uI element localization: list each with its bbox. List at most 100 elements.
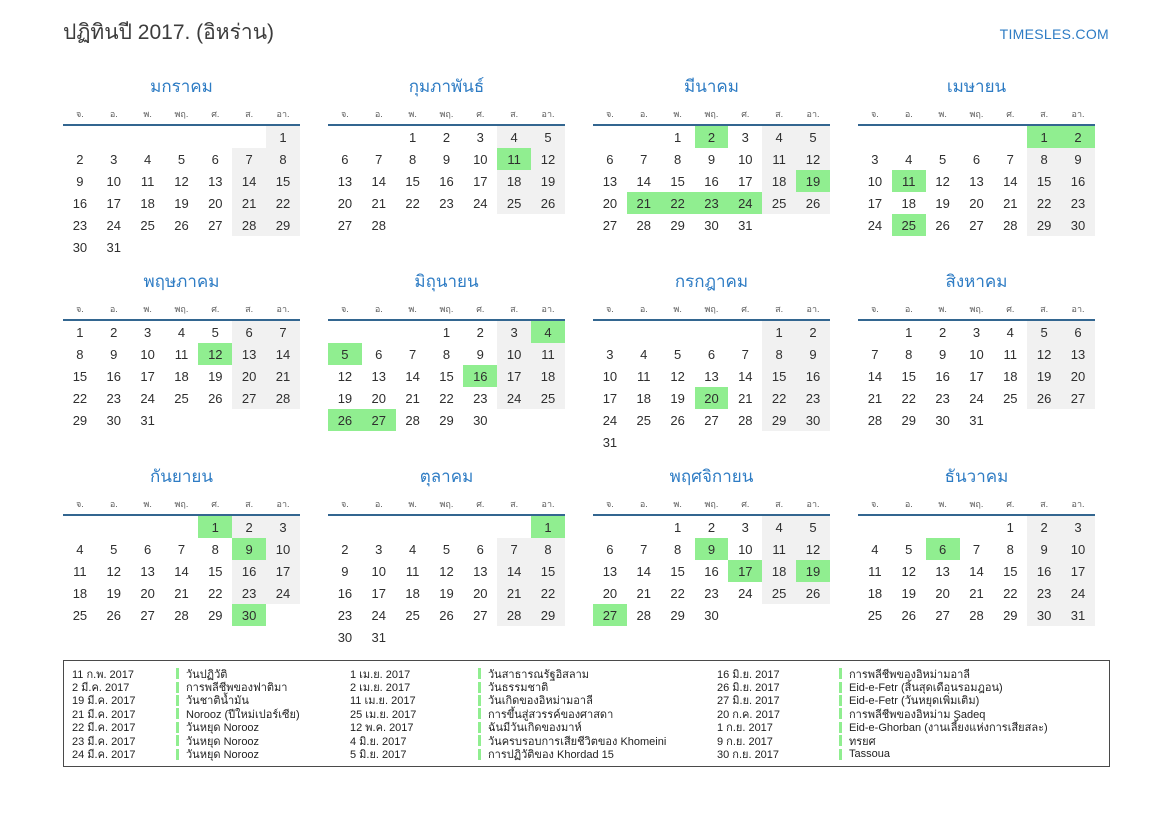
day-cell: 24	[738, 585, 753, 601]
day-cell: 17	[497, 365, 532, 387]
day-cell: 12	[531, 148, 565, 170]
legend-label: ทรยศ	[849, 735, 876, 748]
day-cell: 14	[969, 563, 984, 579]
day-cell: 1	[408, 129, 417, 145]
weekday-header: อ.	[626, 302, 661, 321]
day-cell: 10	[738, 541, 753, 557]
day-cell: 9	[938, 346, 947, 362]
empty-cell	[593, 515, 627, 538]
empty-cell	[165, 409, 199, 431]
legend-label: วันหยุด Norooz	[186, 749, 260, 762]
week-row: 18 19 20 21 22 23 24	[63, 582, 300, 604]
day-cell: 3	[476, 129, 484, 145]
day-cell: 29	[670, 217, 685, 233]
month-march: มีนาคม จ. อ. พ. พฤ. ศ. ส. อา. 1 2 3 4 5 6 7 8 9 10 11 12 13 1…	[593, 73, 830, 254]
day-cell: 28	[738, 412, 753, 428]
day-cell: 2	[707, 519, 716, 535]
holiday-color-bar	[478, 681, 481, 693]
day-cell: 24	[602, 412, 618, 428]
day-cell: 1	[198, 515, 233, 538]
day-cell: 24	[497, 387, 532, 409]
day-cell: 17	[266, 560, 300, 582]
day-cell: 22	[1027, 192, 1062, 214]
empty-cell	[63, 125, 97, 148]
weekday-header: ส.	[1027, 302, 1062, 321]
weekday-header: ส.	[762, 107, 797, 126]
day-cell: 6	[375, 346, 383, 362]
day-cell: 5	[796, 125, 830, 148]
empty-cell	[593, 125, 627, 148]
legend-label: การพลีชีพของฟาติมา	[186, 682, 288, 695]
weekday-header: อา.	[1061, 302, 1095, 321]
day-cell: 23	[694, 192, 729, 214]
day-cell: 29	[1027, 214, 1062, 236]
day-cell: 19	[531, 170, 565, 192]
legend-label: Eid-e-Fetr (วันหยุดเพิ่มเติม)	[849, 695, 980, 708]
week-row: 29 30 31	[63, 409, 300, 431]
site-link[interactable]: TIMESLES.COM	[999, 26, 1109, 42]
month-title: พฤศจิกายน	[669, 467, 754, 486]
legend-date: 2 เม.ย. 2017	[350, 682, 411, 695]
weekday-header: อา.	[266, 302, 300, 321]
day-cell: 11	[140, 173, 155, 189]
day-cell: 25	[1003, 390, 1018, 406]
day-cell: 9	[442, 151, 451, 167]
day-cell: 9	[476, 346, 484, 362]
day-cell: 22	[266, 192, 300, 214]
day-cell: 9	[76, 173, 84, 189]
day-cell: 2	[110, 324, 118, 340]
day-cell: 4	[762, 515, 797, 538]
day-cell: 2	[476, 324, 484, 340]
legend-label: การพลีชีพของอิหม่ามอาลี	[849, 668, 971, 681]
day-cell: 30	[1061, 214, 1095, 236]
weekday-header: พฤ.	[429, 107, 464, 126]
day-cell: 7	[972, 541, 981, 557]
day-cell: 25	[762, 192, 797, 214]
legend-label: วันหยุด Norooz	[186, 722, 260, 735]
day-cell: 24	[473, 195, 488, 211]
day-cell: 23	[935, 390, 950, 406]
day-cell: 4	[871, 541, 879, 557]
page-title: ปฏิทินปี 2017. (อิหร่าน)	[63, 21, 275, 44]
week-row: 24 25 26 27 28 29 30	[858, 214, 1095, 236]
legend-date: 30 ก.ย. 2017	[717, 749, 780, 762]
month-title: มีนาคม	[684, 77, 739, 96]
day-cell: 30	[796, 409, 830, 431]
weekday-header: ส.	[1027, 497, 1062, 516]
day-cell: 10	[1061, 538, 1095, 560]
legend-column: 16 มิ.ย. 2017 การพลีชีพของอิหม่ามอาลี 26 ม…	[717, 667, 1101, 761]
empty-cell	[993, 125, 1027, 148]
empty-cell	[232, 125, 266, 148]
day-cell: 21	[626, 192, 661, 214]
day-cell: 30	[72, 239, 88, 255]
day-cell: 6	[341, 151, 349, 167]
day-cell: 7	[177, 541, 186, 557]
empty-cell	[362, 125, 396, 148]
day-cell: 5	[905, 541, 913, 557]
legend-label: ฉันมีวันเกิดของมาห์	[488, 722, 582, 735]
day-cell: 12	[901, 563, 916, 579]
empty-cell	[328, 320, 362, 343]
empty-cell	[531, 626, 565, 648]
day-cell: 17	[602, 390, 618, 406]
day-cell: 21	[867, 390, 883, 406]
empty-cell	[960, 515, 994, 538]
empty-cell	[463, 214, 497, 236]
day-cell: 11	[405, 563, 420, 579]
day-cell: 19	[208, 368, 223, 384]
day-cell: 9	[707, 151, 716, 167]
day-cell: 21	[232, 192, 267, 214]
day-cell: 20	[208, 195, 223, 211]
empty-cell	[762, 431, 796, 453]
legend-label: วันหยุด Norooz	[186, 735, 260, 748]
week-row: 25 26 27 28 29 30	[63, 604, 300, 626]
day-cell: 5	[938, 151, 947, 167]
weekday-header: ส.	[497, 497, 532, 516]
month-title: มกราคม	[150, 77, 213, 96]
weekday-header: ศ.	[728, 107, 763, 126]
day-cell: 13	[969, 173, 984, 189]
